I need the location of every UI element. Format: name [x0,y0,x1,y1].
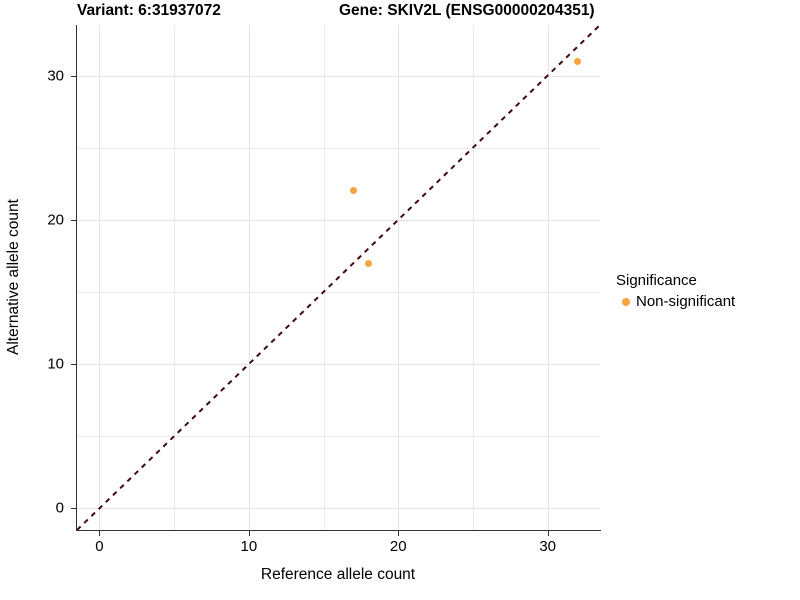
y-axis-tick-label: 30 [47,67,64,84]
y-axis-tick [71,219,76,221]
legend-key [616,292,635,311]
y-axis-tick-label: 0 [55,499,64,517]
identity-line-segment [77,25,600,530]
data-point [349,187,357,195]
gridline-vertical-minor [323,25,325,530]
y-axis-tick-label: 20 [47,211,64,229]
gridline-horizontal-major [77,364,600,366]
gridline-horizontal-major [77,219,600,221]
y-axis-line [76,25,78,531]
gridline-vertical-minor [174,25,176,530]
variant-title: Variant: 6:31937072 [77,2,221,19]
identity-reference-line [77,25,600,530]
gridline-vertical-major [398,25,400,530]
gridline-vertical-major [99,25,101,530]
chart-title-row: Variant: 6:31937072 Gene: SKIV2L (ENSG00… [77,2,687,24]
y-axis-title: Alternative allele count [5,199,22,355]
data-point [364,259,372,267]
legend-title: Significance [616,272,697,289]
y-axis-tick-label: 10 [47,355,64,373]
x-axis-title: Reference allele count [260,566,416,583]
x-axis-tick [547,531,549,536]
x-axis-tick-label: 10 [240,538,258,555]
plot-panel [77,25,600,530]
legend-dot-icon [621,297,630,306]
gridline-horizontal-minor [77,291,600,293]
gridline-horizontal-minor [77,436,600,438]
x-axis-tick-label: 0 [95,538,104,555]
x-axis-tick [99,531,101,536]
x-axis-tick-label: 20 [389,538,407,555]
gridline-vertical-minor [472,25,474,530]
gridline-vertical-major [547,25,549,530]
x-axis-tick [248,531,250,536]
gridline-vertical-major [248,25,250,530]
gridline-horizontal-major [77,75,600,77]
legend-entry-label: Non-significant [636,293,736,310]
gridline-horizontal-major [77,508,600,510]
legend-entries: Non-significant [616,292,735,311]
y-axis-tick [71,75,76,77]
y-axis-tick [71,508,76,510]
x-axis-line [77,530,601,532]
data-point [574,57,582,65]
y-axis-tick [71,364,76,366]
x-axis-tick-label: 30 [539,538,557,555]
gene-title: Gene: SKIV2L (ENSG00000204351) [339,2,595,19]
legend: Significance Non-significant [616,272,735,311]
legend-entry[interactable]: Non-significant [616,292,735,311]
gridline-horizontal-minor [77,147,600,149]
x-axis-tick [398,531,400,536]
